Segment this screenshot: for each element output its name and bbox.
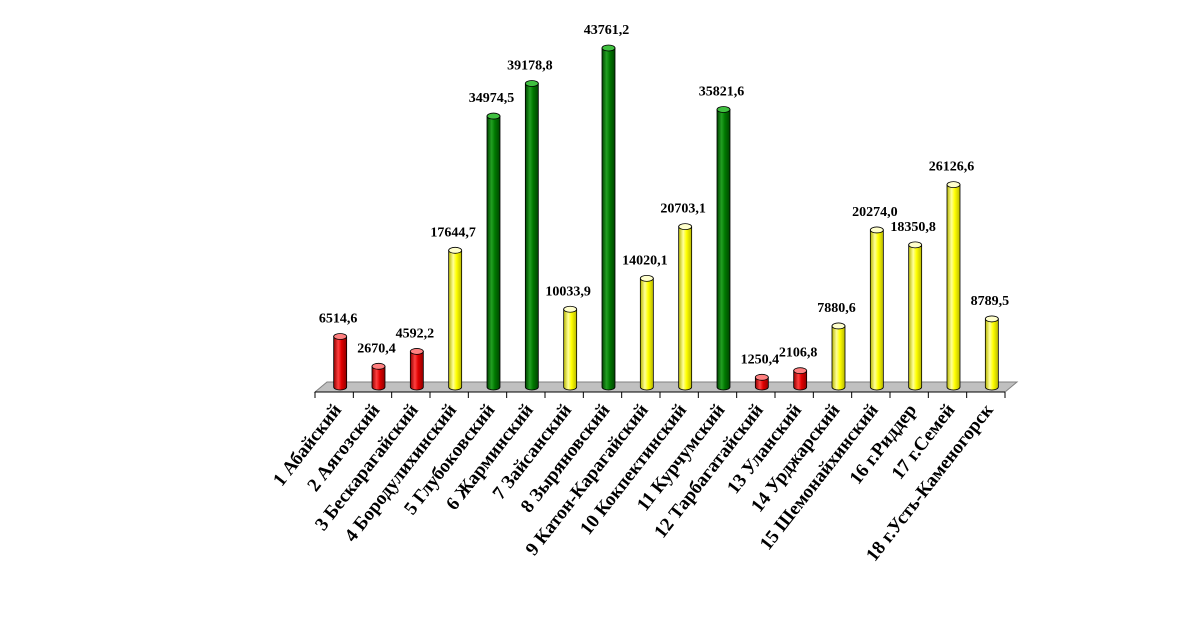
bar <box>409 348 424 391</box>
bar <box>371 362 386 391</box>
value-label: 20274,0 <box>852 205 898 220</box>
value-label: 39178,8 <box>507 59 553 74</box>
value-label: 4592,2 <box>396 326 435 341</box>
bar <box>946 181 961 391</box>
bar <box>563 305 578 391</box>
value-label: 7880,6 <box>817 301 856 316</box>
bar <box>831 322 846 391</box>
bar <box>793 367 808 391</box>
value-label: 14020,1 <box>622 253 668 268</box>
value-label: 17644,7 <box>430 225 476 240</box>
value-label: 10033,9 <box>545 284 591 299</box>
value-label: 8789,5 <box>971 294 1010 309</box>
bar <box>908 241 923 391</box>
value-label: 2670,4 <box>357 341 396 356</box>
bar <box>601 44 616 391</box>
bar <box>448 246 463 391</box>
bars <box>333 44 999 391</box>
value-label: 2106,8 <box>779 346 818 361</box>
value-label: 26126,6 <box>929 160 975 175</box>
bar <box>869 226 884 391</box>
bar <box>984 315 999 391</box>
bar <box>754 373 769 391</box>
bar <box>639 274 654 391</box>
value-label: 18350,8 <box>890 220 936 235</box>
value-label: 43761,2 <box>584 23 630 38</box>
value-label: 20703,1 <box>660 202 706 217</box>
bar <box>524 80 539 391</box>
bar <box>333 333 348 391</box>
bar <box>486 112 501 391</box>
value-label: 35821,6 <box>699 85 745 100</box>
value-label: 34974,5 <box>469 91 515 106</box>
bar <box>678 223 693 391</box>
value-label: 6514,6 <box>319 312 358 327</box>
bar <box>716 106 731 391</box>
value-label: 1250,4 <box>741 352 780 367</box>
